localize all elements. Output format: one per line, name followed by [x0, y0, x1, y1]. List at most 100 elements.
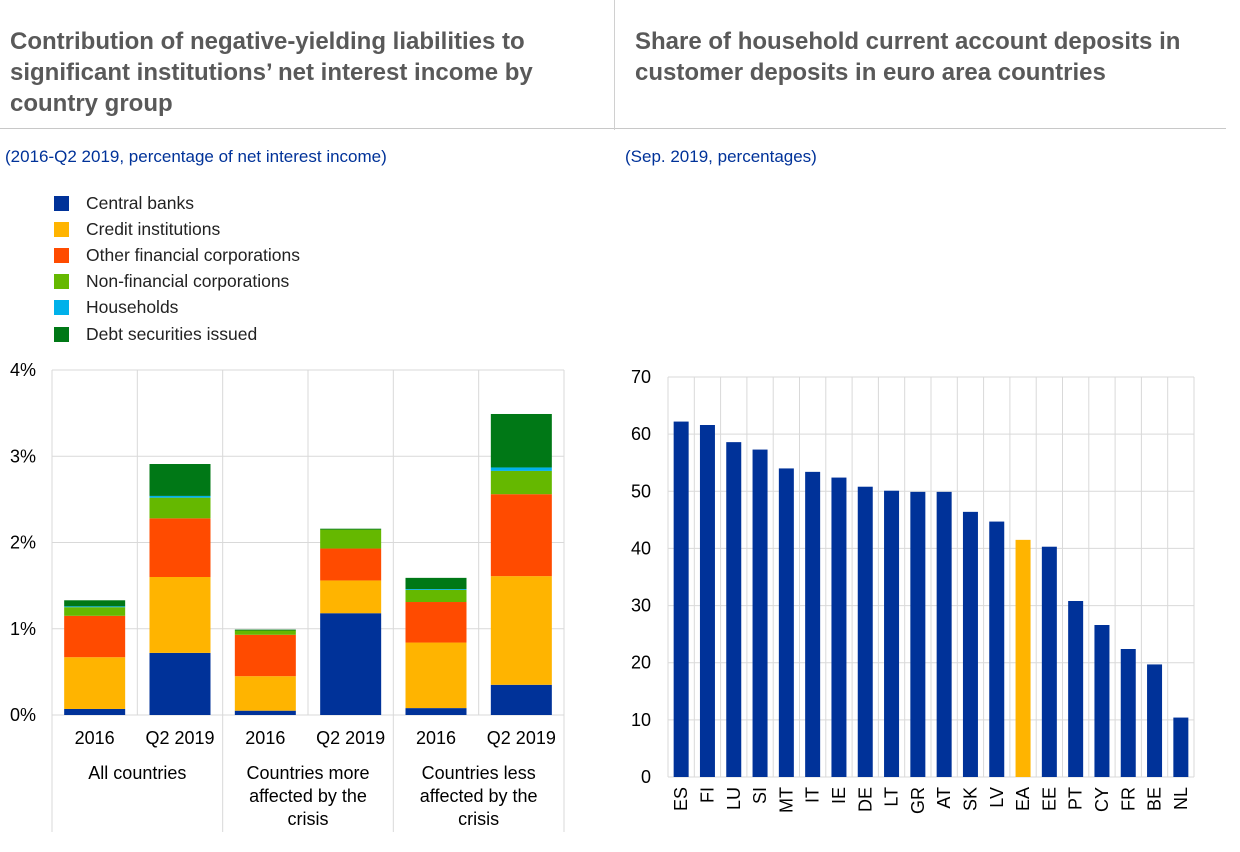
- bar-segment-credit-institutions: [64, 657, 126, 709]
- x-category-label: Q2 2019: [487, 728, 556, 748]
- bar-ie: [831, 477, 847, 777]
- x-category-label: AT: [934, 787, 954, 809]
- bar-ea: [1015, 539, 1031, 777]
- bar-segment-central-banks: [234, 710, 296, 715]
- y-tick-label: 50: [631, 481, 651, 501]
- bar-lv: [989, 521, 1005, 777]
- right-chart-panel: Share of household current account depos…: [615, 0, 1240, 852]
- bar-segment-debt-securities-issued: [149, 464, 211, 496]
- bar-segment-non-financial-corporations: [64, 607, 126, 616]
- group-label: Countries more affected by the crisis: [246, 763, 369, 829]
- bar-segment-debt-securities-issued: [234, 629, 296, 631]
- bar-segment-households: [149, 495, 211, 498]
- bar-es: [673, 421, 689, 777]
- legend-label: Debt securities issued: [86, 323, 258, 344]
- y-tick-label: 3%: [10, 446, 36, 466]
- bar-segment-debt-securities-issued: [320, 528, 382, 530]
- left-chart-panel: Contribution of negative-yielding liabil…: [0, 0, 614, 852]
- bar-segment-other-financial-corporations: [149, 518, 211, 577]
- bar-segment-central-banks: [320, 613, 382, 715]
- legend-item-non-financial-corporations: Non-financial corporations: [54, 269, 300, 295]
- panel-divider: [614, 0, 615, 130]
- legend-label: Central banks: [86, 192, 194, 213]
- bar-segment-other-financial-corporations: [320, 548, 382, 581]
- x-category-label: LU: [724, 787, 744, 810]
- y-tick-label: 40: [631, 538, 651, 558]
- x-category-label: FI: [697, 787, 717, 803]
- x-category-label: SK: [960, 787, 980, 811]
- legend-swatch: [54, 300, 69, 316]
- x-category-label: EE: [1039, 787, 1059, 811]
- x-category-label: IT: [803, 787, 823, 803]
- bar-segment-households: [405, 589, 467, 590]
- x-category-label: GR: [908, 787, 928, 814]
- y-tick-label: 0%: [10, 705, 36, 725]
- bar-at: [936, 491, 952, 777]
- bar-segment-debt-securities-issued: [64, 600, 126, 607]
- bar-segment-central-banks: [149, 652, 211, 715]
- x-category-label: NL: [1171, 787, 1191, 810]
- bar-fi: [699, 425, 715, 777]
- y-tick-label: 2%: [10, 533, 36, 553]
- y-tick-label: 4%: [10, 360, 36, 380]
- bar-segment-debt-securities-issued: [405, 577, 467, 590]
- x-category-label: SI: [750, 787, 770, 804]
- legend-label: Credit institutions: [86, 218, 221, 239]
- legend-item-other-financial-corporations: Other financial corporations: [54, 242, 300, 268]
- bar-segment-credit-institutions: [320, 580, 382, 614]
- bar-nl: [1173, 717, 1189, 777]
- legend-label: Households: [86, 297, 179, 318]
- bar-segment-non-financial-corporations: [405, 589, 467, 603]
- bar-it: [805, 471, 821, 777]
- bar-de: [857, 486, 873, 777]
- legend-swatch: [54, 274, 69, 290]
- right-title-rule: [615, 128, 1226, 129]
- x-category-label: MT: [776, 787, 796, 813]
- bar-segment-other-financial-corporations: [490, 494, 552, 577]
- bar-si: [752, 449, 768, 777]
- bar-segment-other-financial-corporations: [64, 615, 126, 658]
- x-category-label: 2016: [245, 728, 285, 748]
- right-chart-subtitle: (Sep. 2019, percentages): [625, 147, 817, 166]
- bar-segment-non-financial-corporations: [149, 497, 211, 519]
- left-chart-title: Contribution of negative-yielding liabil…: [10, 28, 533, 117]
- bar-segment-central-banks: [490, 684, 552, 715]
- x-category-label: 2016: [416, 728, 456, 748]
- bar-segment-households: [64, 606, 126, 608]
- bar-segment-non-financial-corporations: [320, 529, 382, 549]
- x-category-label: IE: [829, 787, 849, 804]
- bar-pt: [1068, 601, 1084, 777]
- bar-ee: [1041, 546, 1057, 777]
- bar-segment-credit-institutions: [234, 676, 296, 711]
- group-label: Countries less affected by the crisis: [420, 763, 538, 829]
- x-category-label: LV: [987, 787, 1007, 808]
- y-tick-label: 70: [631, 367, 651, 387]
- y-tick-label: 60: [631, 424, 651, 444]
- x-category-label: PT: [1066, 787, 1086, 810]
- left-stacked-bar-chart: 0% 1% 2% 3% 4% 2016 Q2 2019 2016 Q2 2019 2016 Q2 2…: [10, 360, 565, 832]
- bar-segment-other-financial-corporations: [405, 602, 467, 643]
- legend-label: Non-financial corporations: [86, 271, 290, 292]
- group-label: All countries: [88, 763, 186, 783]
- bar-segment-central-banks: [64, 708, 126, 715]
- left-title-rule: [0, 128, 614, 129]
- bar-fr: [1120, 649, 1136, 777]
- bar-mt: [778, 468, 794, 777]
- bar-segment-non-financial-corporations: [490, 470, 552, 495]
- bar-segment-non-financial-corporations: [234, 630, 296, 635]
- y-tick-label: 0: [641, 767, 651, 787]
- bar-segment-credit-institutions: [405, 642, 467, 709]
- bar-cy: [1094, 625, 1110, 777]
- bar-segment-central-banks: [405, 708, 467, 715]
- y-tick-label: 30: [631, 596, 651, 616]
- bar-segment-other-financial-corporations: [234, 634, 296, 677]
- bar-lu: [726, 442, 742, 777]
- bar-lt: [884, 490, 900, 777]
- bar-be: [1147, 664, 1163, 777]
- right-bar-chart: 0 10 20 30 40 50 60 70 ES FI LU SI MT IT IE DE LT GR AT SK L…: [631, 367, 1195, 814]
- legend-item-credit-institutions: Credit institutions: [54, 216, 300, 242]
- x-category-label: Q2 2019: [316, 728, 385, 748]
- x-category-label: 2016: [75, 728, 115, 748]
- bar-segment-debt-securities-issued: [490, 413, 552, 468]
- x-category-label: ES: [671, 787, 691, 811]
